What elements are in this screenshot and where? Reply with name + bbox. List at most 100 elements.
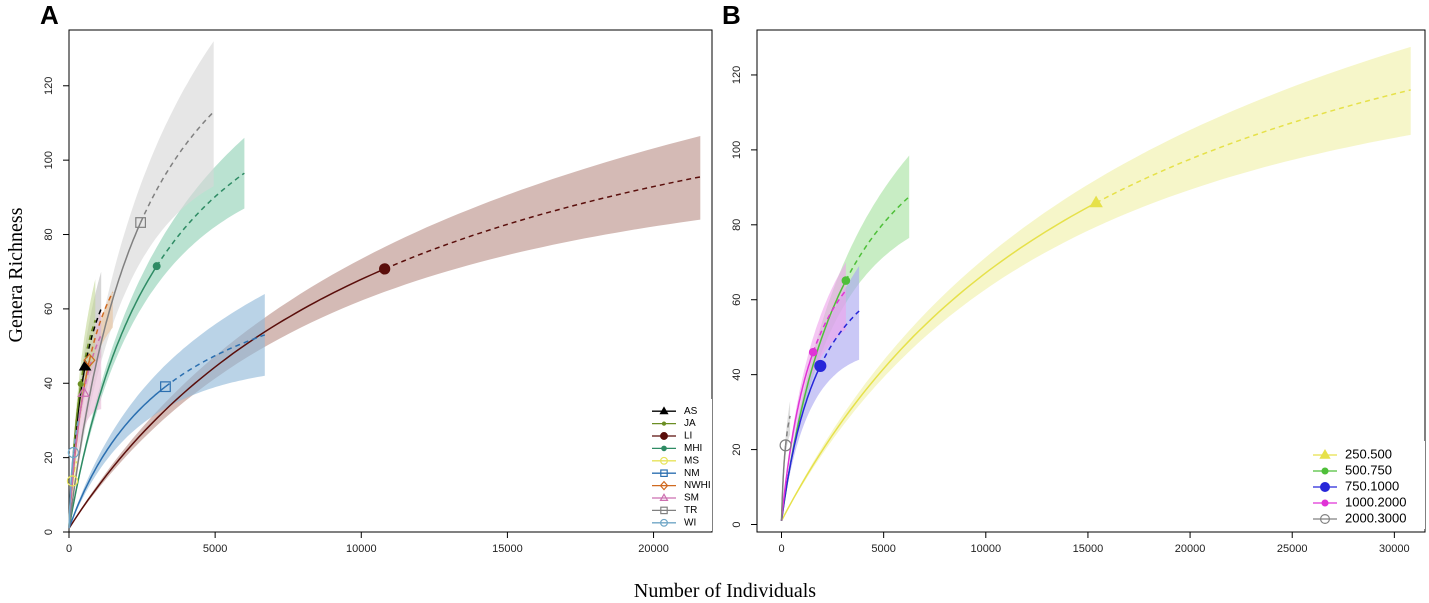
- observed-point-nm: [160, 381, 171, 393]
- panel-a-legend-box: [642, 399, 712, 531]
- panel-b-x-tick-label: 15000: [1073, 543, 1104, 555]
- legend-marker-500.750: [1321, 467, 1329, 475]
- x-axis-title: Number of Individuals: [634, 580, 816, 602]
- panel-a-x-tick-label: 20000: [638, 543, 669, 555]
- legend-label-ja: JA: [684, 418, 696, 429]
- panel-b-x-tick-label: 30000: [1379, 543, 1410, 555]
- confidence-band-nm: [69, 294, 265, 529]
- legend-marker-wi: [660, 518, 668, 527]
- legend-label-tr: TR: [684, 505, 697, 516]
- extrapolated-line-250.500: [1095, 89, 1411, 204]
- panel-b-y-tick-label: 120: [731, 66, 743, 84]
- panel-a-x-tick-label: 5000: [203, 543, 227, 555]
- legend-label-li: LI: [684, 431, 692, 442]
- panel-b-x-tick-label: 20000: [1175, 543, 1206, 555]
- legend-marker-ja: [661, 421, 667, 426]
- panel-b-y-tick-label: 20: [731, 443, 743, 455]
- panel-b-markers: [779, 195, 1103, 452]
- panel-a-confidence-bands: [69, 41, 701, 529]
- extrapolated-line-1000.2000: [812, 289, 847, 353]
- interpolated-line-750.1000: [780, 365, 821, 521]
- panel-b-letter: B: [722, 0, 741, 30]
- legend-marker-ms: [660, 456, 668, 465]
- observed-point-ja: [77, 380, 84, 388]
- observed-point-ms: [66, 475, 79, 487]
- extrapolated-line-mhi: [156, 172, 245, 267]
- interpolated-line-li: [68, 268, 386, 529]
- legend-marker-2000.3000: [1319, 513, 1331, 525]
- legend-label-2000.3000: 2000.3000: [1345, 510, 1406, 525]
- confidence-band-250.500: [781, 46, 1411, 521]
- legend-label-750.1000: 750.1000: [1345, 478, 1399, 493]
- confidence-band-1000.2000: [781, 262, 846, 521]
- observed-point-250.500: [1089, 195, 1103, 208]
- interpolated-line-250.500: [780, 202, 1097, 522]
- extrapolated-line-nwhi: [88, 291, 114, 361]
- observed-point-tr: [135, 217, 147, 228]
- confidence-band-500.750: [781, 155, 910, 521]
- legend-label-as: AS: [684, 406, 698, 417]
- panel-b: 0 5000 10000 15000 20000 25000 30000 0 20 40 60 80 1…: [731, 29, 1426, 555]
- confidence-band-tr: [69, 41, 214, 529]
- extrapolated-line-tr: [139, 111, 215, 223]
- observed-point-sm: [77, 385, 90, 397]
- extrapolated-line-nm: [164, 334, 266, 388]
- panel-b-x-tick-label: 0: [778, 543, 784, 555]
- legend-label-ms: MS: [684, 455, 699, 466]
- extrapolated-line-750.1000: [819, 310, 860, 367]
- extrapolated-line-wi: [72, 416, 80, 453]
- confidence-band-750.1000: [781, 266, 860, 521]
- confidence-band-ja: [69, 279, 96, 529]
- panel-b-y-tick-label: 80: [731, 219, 743, 231]
- panel-b-x-tick-label: 10000: [970, 543, 1001, 555]
- panel-a-y-tick-label: 0: [43, 529, 55, 535]
- interpolated-line-2000.3000: [780, 445, 787, 521]
- extrapolated-line-ja: [79, 319, 97, 385]
- legend-label-wi: WI: [684, 517, 696, 528]
- legend-label-1000.2000: 1000.2000: [1345, 494, 1406, 509]
- legend-marker-as: [659, 406, 669, 415]
- panel-a-y-tick-label: 60: [43, 303, 55, 315]
- interpolated-line-nm: [68, 386, 166, 529]
- observed-point-nwhi: [83, 353, 96, 368]
- y-axis-title: Genera Richness: [5, 207, 27, 342]
- panel-b-y-tick-label: 40: [731, 369, 743, 381]
- observed-point-mhi: [152, 262, 161, 271]
- legend-label-nm: NM: [684, 468, 700, 479]
- legend-label-500.750: 500.750: [1345, 462, 1392, 477]
- interpolated-line-tr: [68, 222, 142, 529]
- panel-a-x-tick-label: 10000: [346, 543, 377, 555]
- legend-label-sm: SM: [684, 493, 699, 504]
- legend-marker-mhi: [661, 445, 667, 452]
- panel-a-x-tick-label: 0: [66, 543, 72, 555]
- extrapolated-line-as: [84, 308, 102, 367]
- panel-a-curves: [68, 111, 701, 529]
- legend-label-mhi: MHI: [684, 443, 702, 454]
- legend-label-250.500: 250.500: [1345, 446, 1392, 461]
- panel-a-y-tick-label: 80: [43, 228, 55, 240]
- interpolated-line-mhi: [68, 265, 158, 529]
- panel-b-y-tick-label: 100: [731, 141, 743, 159]
- observed-point-as: [78, 359, 92, 371]
- panel-a-x-tick-label: 15000: [492, 543, 523, 555]
- legend-marker-li: [660, 432, 668, 440]
- legend-label-nwhi: NWHI: [684, 480, 711, 491]
- extrapolated-line-500.750: [845, 196, 910, 281]
- panel-a-letter: A: [40, 0, 59, 30]
- legend-marker-750.1000: [1319, 481, 1331, 493]
- panel-a-markers: [66, 217, 391, 487]
- legend-marker-tr: [660, 506, 668, 515]
- observed-point-500.750: [841, 276, 851, 285]
- confidence-band-li: [69, 136, 701, 529]
- panel-b-x-tick-label: 25000: [1277, 543, 1308, 555]
- observed-point-wi: [67, 446, 80, 459]
- panel-a-y-tick-label: 100: [43, 151, 55, 169]
- observed-point-li: [379, 263, 391, 275]
- interpolated-line-1000.2000: [780, 351, 814, 521]
- observed-point-2000.3000: [779, 439, 792, 452]
- confidence-band-mhi: [69, 137, 245, 529]
